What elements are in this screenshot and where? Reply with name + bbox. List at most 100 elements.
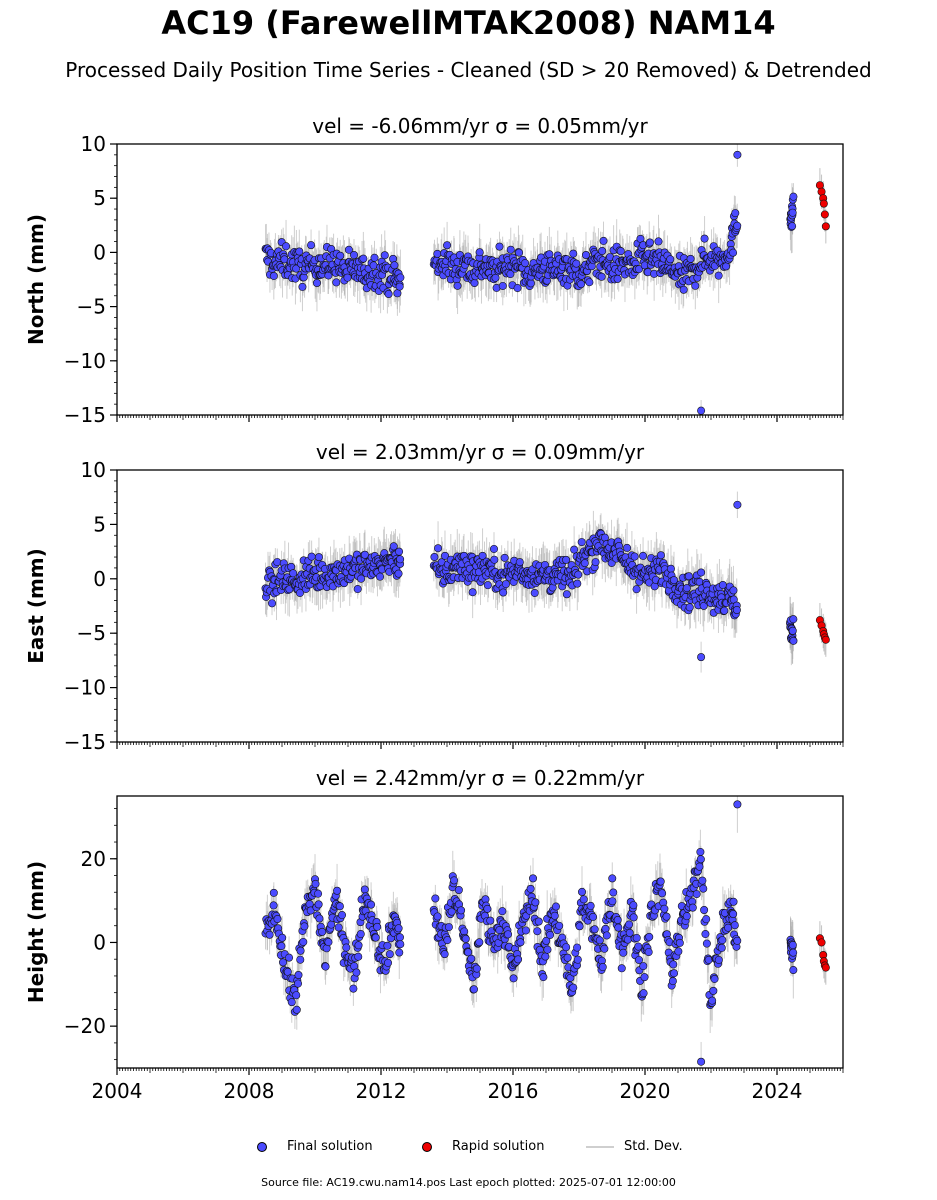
final-solution-point: [730, 921, 739, 930]
final-solution-point: [788, 208, 797, 217]
final-solution-point: [578, 887, 587, 896]
final-solution-point: [634, 942, 643, 951]
final-solution-point: [598, 963, 607, 972]
final-solution-point: [298, 282, 307, 291]
final-solution-point: [342, 943, 351, 952]
final-solution-point: [500, 553, 509, 562]
final-solution-point: [447, 907, 456, 916]
final-solution-point: [314, 889, 323, 898]
final-solution-point: [370, 253, 379, 262]
final-solution-point: [385, 950, 394, 959]
final-solution-point: [324, 938, 333, 947]
final-solution-point: [701, 930, 710, 939]
final-solution-point: [632, 933, 641, 942]
final-solution-point: [616, 247, 625, 256]
y-tick-label: 5: [93, 186, 106, 210]
final-solution-point: [691, 281, 700, 290]
final-solution-point: [359, 254, 368, 263]
final-solution-point: [679, 285, 688, 294]
rapid-solution-point: [821, 222, 830, 231]
y-tick-label: −10: [64, 349, 106, 373]
final-solution-point: [617, 964, 626, 973]
final-solution-point: [294, 979, 303, 988]
y-tick-label: −10: [64, 676, 106, 700]
final-solution-point: [273, 914, 282, 923]
final-solution-point: [696, 847, 705, 856]
final-solution-point: [550, 911, 559, 920]
final-solution-point: [314, 553, 323, 562]
rapid-solution-point: [820, 210, 829, 219]
final-solution-point: [296, 955, 305, 964]
final-solution-point: [639, 989, 648, 998]
final-solution-point: [732, 606, 741, 615]
final-solution-point: [717, 943, 726, 952]
final-solution-point: [506, 270, 515, 279]
final-solution-point: [295, 588, 304, 597]
final-solution-point: [789, 948, 798, 957]
final-solution-point: [282, 242, 291, 251]
final-solution-point: [682, 912, 691, 921]
final-solution-point: [788, 222, 797, 231]
final-solution-point: [440, 950, 449, 959]
final-solution-point: [394, 924, 403, 933]
final-solution-point: [307, 552, 316, 561]
final-solution-point: [521, 259, 530, 268]
final-solution-point: [321, 962, 330, 971]
final-solution-point: [630, 552, 639, 561]
final-solution-point: [384, 289, 393, 298]
final-solution-point: [662, 912, 671, 921]
final-solution-point: [697, 568, 706, 577]
final-solution-point: [702, 915, 711, 924]
final-solution-point: [656, 877, 665, 886]
final-solution-point: [475, 248, 484, 257]
final-solution-point: [597, 272, 606, 281]
final-solution-point: [623, 543, 632, 552]
final-solution-point: [394, 569, 403, 578]
final-solution-point: [469, 985, 478, 994]
x-tick-label: 2008: [224, 1079, 275, 1103]
final-solution-point: [698, 876, 707, 885]
final-solution-point: [514, 955, 523, 964]
final-solution-point: [472, 964, 481, 973]
final-solution-point: [311, 879, 320, 888]
final-solution-point: [360, 885, 369, 894]
final-solution-point: [475, 938, 484, 947]
charts-canvas: vel = -6.06mm/yr σ = 0.05mm/yr North (mm)…: [24, 114, 844, 1103]
rapid-solution-point: [817, 187, 826, 196]
final-solution-point: [289, 569, 298, 578]
panel-2: vel = 2.42mm/yr σ = 0.22mm/yr Height (mm)…: [24, 766, 844, 1103]
final-solution-point: [580, 559, 589, 568]
final-solution-point: [675, 938, 684, 947]
final-solution-point: [515, 558, 524, 567]
final-solution-point: [380, 251, 389, 260]
rapid-solution-point: [821, 963, 830, 972]
final-solution-point: [542, 936, 551, 945]
final-solution-point: [581, 250, 590, 259]
final-solution-point: [788, 941, 797, 950]
final-solution-point: [720, 606, 729, 615]
data-layer: [261, 491, 830, 673]
final-solution-point: [300, 922, 309, 931]
final-solution-point: [670, 969, 679, 978]
final-solution-point: [700, 234, 709, 243]
final-solution-point: [499, 588, 508, 597]
final-solution-point: [656, 551, 665, 560]
final-solution-point: [470, 278, 479, 287]
final-solution-point: [632, 585, 641, 594]
final-solution-point: [292, 264, 301, 273]
final-solution-point: [685, 603, 694, 612]
final-solution-point: [654, 237, 663, 246]
final-marker-icon: [257, 1141, 267, 1152]
final-solution-point: [645, 932, 654, 941]
final-solution-point: [574, 570, 583, 579]
final-solution-point: [389, 254, 398, 263]
final-solution-point: [396, 555, 405, 564]
final-solution-point: [789, 966, 798, 975]
final-solution-point: [640, 973, 649, 982]
rapid-marker-icon: [422, 1141, 432, 1152]
final-solution-point: [534, 917, 543, 926]
x-tick-label: 2012: [356, 1079, 407, 1103]
final-solution-point: [546, 930, 555, 939]
final-solution-point: [555, 921, 564, 930]
y-tick-label: 10: [81, 132, 106, 156]
